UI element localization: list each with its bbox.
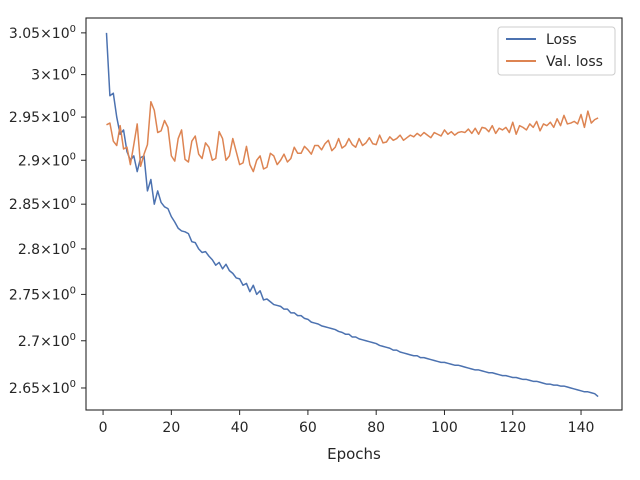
series-line-loss	[105, 32, 599, 398]
series-line-val-loss	[106, 100, 599, 173]
x-tick-label: 20	[162, 420, 180, 436]
x-tick-label: 60	[299, 420, 317, 436]
x-axis-title: Epochs	[327, 445, 381, 463]
y-axis: 2.65×100 2.7×100 2.75×100 2.8×100 2.85×100 2.…	[9, 24, 86, 397]
x-tick-label: 100	[431, 420, 458, 436]
legend-label-val-loss: Val. loss	[546, 54, 603, 70]
y-tick-label: 3.05×100	[9, 24, 76, 42]
y-tick-label: 3×100	[31, 66, 76, 84]
x-tick-label: 0	[99, 420, 108, 436]
plot-background	[86, 18, 622, 410]
y-tick-label: 2.95×100	[9, 108, 76, 126]
y-tick-label: 2.85×100	[9, 195, 76, 213]
series-layer	[105, 32, 599, 398]
x-tick-label: 120	[499, 420, 526, 436]
legend: Loss Val. loss	[497, 26, 616, 76]
y-tick-label: 2.7×100	[18, 332, 76, 350]
plot-frame	[85, 17, 623, 411]
y-tick-label: 2.8×100	[18, 240, 76, 258]
y-tick-label: 2.75×100	[9, 285, 76, 303]
x-tick-label: 40	[231, 420, 249, 436]
x-tick-label: 140	[568, 420, 595, 436]
y-tick-label: 2.65×100	[9, 379, 76, 397]
legend-label-loss: Loss	[546, 32, 577, 48]
x-axis: 0 20 40 60 80 100 120 140	[99, 410, 595, 436]
y-tick-label: 2.9×100	[18, 151, 76, 169]
x-tick-label: 80	[367, 420, 385, 436]
